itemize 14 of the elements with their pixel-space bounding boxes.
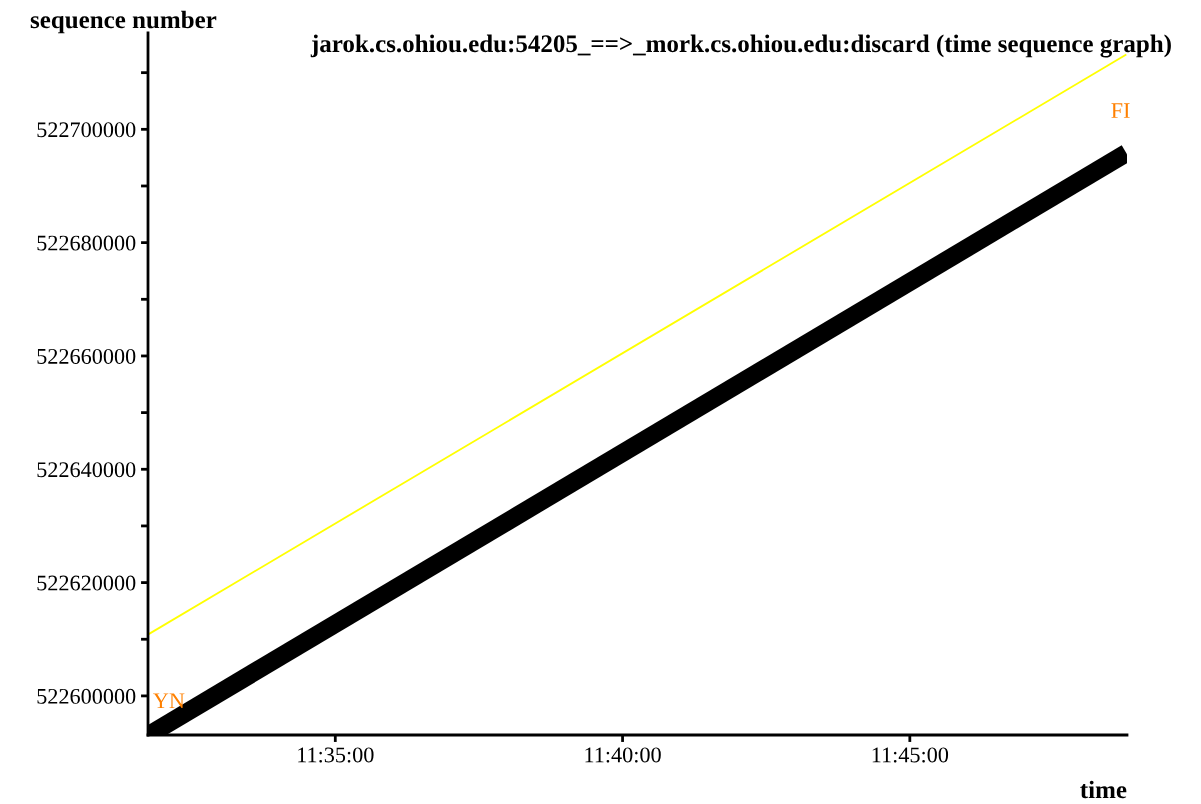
y-tick-label: 522600000 [37, 688, 136, 704]
y-tick-label: 522640000 [37, 462, 136, 478]
x-tick-label: 11:35:00 [298, 747, 374, 763]
y-tick-label: 522620000 [37, 575, 136, 591]
x-axis-title: time [1080, 780, 1127, 799]
y-tick-label: 522660000 [37, 348, 136, 364]
annotation: FI [1111, 103, 1130, 118]
y-axis-title: sequence number [30, 10, 217, 34]
annotation: YN [153, 693, 185, 709]
y-tick-label: 522680000 [37, 235, 136, 251]
y-tick-label: 522700000 [37, 122, 136, 138]
chart-title: jarok.cs.ohiou.edu:54205_==>_mork.cs.ohiou.edu:discard (time sequence graph) [310, 34, 1171, 58]
x-tick-label: 11:45:00 [872, 747, 949, 763]
x-tick-label: 11:40:00 [585, 747, 661, 763]
